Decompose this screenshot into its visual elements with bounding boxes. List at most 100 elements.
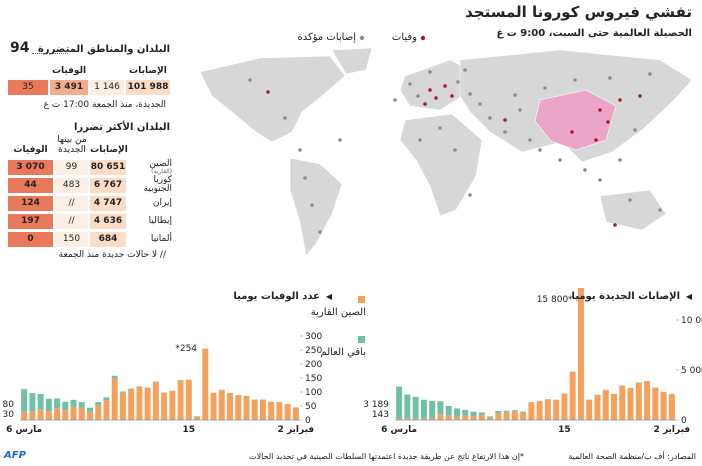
bar (594, 395, 601, 420)
cell: 124 (8, 196, 53, 211)
death-dot (423, 102, 427, 106)
case-dot (538, 148, 542, 152)
cell: 150 (55, 232, 88, 247)
bar (511, 411, 518, 420)
bar (429, 400, 436, 418)
death-dot (570, 130, 574, 134)
case-dot (528, 138, 532, 142)
bar (462, 409, 469, 416)
case-dot (318, 230, 322, 234)
chart-title-marker: ◀ (685, 292, 692, 301)
bar (54, 398, 61, 409)
bar (144, 388, 151, 420)
case-dot (628, 198, 632, 202)
bar (136, 386, 143, 420)
title: تفشي فيروس كورونا المستجد (465, 3, 692, 21)
cell: 197 (8, 214, 53, 229)
bar (268, 401, 275, 420)
continent (199, 55, 346, 143)
death-dot (434, 96, 438, 100)
bar (396, 418, 403, 420)
bar (412, 418, 419, 420)
y-tick-label: 150 (305, 374, 322, 384)
bar (78, 407, 85, 420)
death-dot (613, 223, 617, 227)
bar (611, 393, 617, 420)
column-header: الإصابات (90, 145, 128, 155)
legend-dot (420, 35, 426, 41)
section-title: البلدان الأكثر تضررا (73, 122, 170, 133)
bar (119, 391, 126, 393)
legend-swatch (358, 336, 365, 343)
bar (202, 348, 209, 420)
bar (627, 387, 634, 389)
bar (454, 408, 460, 417)
bar (553, 399, 560, 420)
bar (652, 387, 659, 420)
bar (454, 416, 460, 420)
case-dot (338, 138, 342, 142)
bar (276, 402, 283, 420)
death-dot (606, 120, 610, 124)
world-map (199, 47, 693, 257)
bar (520, 411, 527, 420)
value-label: 143 (372, 410, 389, 420)
case-dot (558, 158, 562, 162)
cell: 35 (8, 80, 48, 95)
case-dot (598, 178, 602, 182)
bar (62, 401, 69, 411)
y-tick-label: 0 (305, 416, 311, 426)
bar (103, 400, 110, 420)
bar (45, 398, 52, 412)
death-dot (598, 108, 602, 112)
bar (503, 410, 510, 412)
legend-label: إصابات مؤكدة (297, 32, 356, 43)
bar (152, 381, 159, 420)
bar (29, 411, 36, 420)
new-note: الجديدة، منذ الجمعة 17:00 ت غ (43, 100, 166, 110)
case-dot (633, 128, 637, 132)
death-dot (450, 94, 454, 98)
death-dot (638, 94, 642, 98)
bar (128, 388, 135, 390)
bar (544, 399, 551, 420)
bar (487, 417, 494, 420)
y-tick-label: 10 000 (681, 316, 702, 326)
bar (437, 414, 444, 420)
bar (243, 395, 250, 420)
case-dot (618, 158, 622, 162)
chart-title: عدد الوفيات يوميا (233, 291, 320, 302)
death-dot (266, 90, 270, 94)
bar (445, 405, 452, 416)
cell: 99 (55, 160, 88, 175)
case-dot (658, 208, 662, 212)
legend-label: وفيات (391, 32, 417, 43)
bar (103, 397, 110, 401)
value-label: 80 (3, 400, 15, 410)
footnote: *إن هذا الارتفاع ناتج عن طريقة جديدة اعت… (249, 452, 524, 461)
cell: 684 (90, 232, 126, 247)
bar (70, 406, 77, 420)
value-label: 3 189 (363, 400, 389, 410)
bar (635, 382, 642, 420)
country-name: إيطاليا (148, 216, 172, 226)
cell: 3 070 (8, 160, 53, 175)
logo: AFP (4, 450, 26, 461)
bar (437, 401, 444, 415)
bar (161, 392, 168, 420)
case-dot (478, 102, 482, 106)
bar (29, 393, 36, 412)
bar (577, 288, 584, 420)
legend-swatch (358, 296, 365, 303)
x-tick-label: 15 (183, 425, 196, 435)
bar (478, 414, 485, 420)
plot (21, 348, 299, 420)
case-dot (418, 138, 422, 142)
y-tick-label: 0 (681, 416, 687, 426)
case-dot (573, 78, 577, 82)
summary-count: 94 (10, 40, 30, 56)
country-name: إيران (152, 198, 172, 208)
bar (136, 386, 143, 387)
